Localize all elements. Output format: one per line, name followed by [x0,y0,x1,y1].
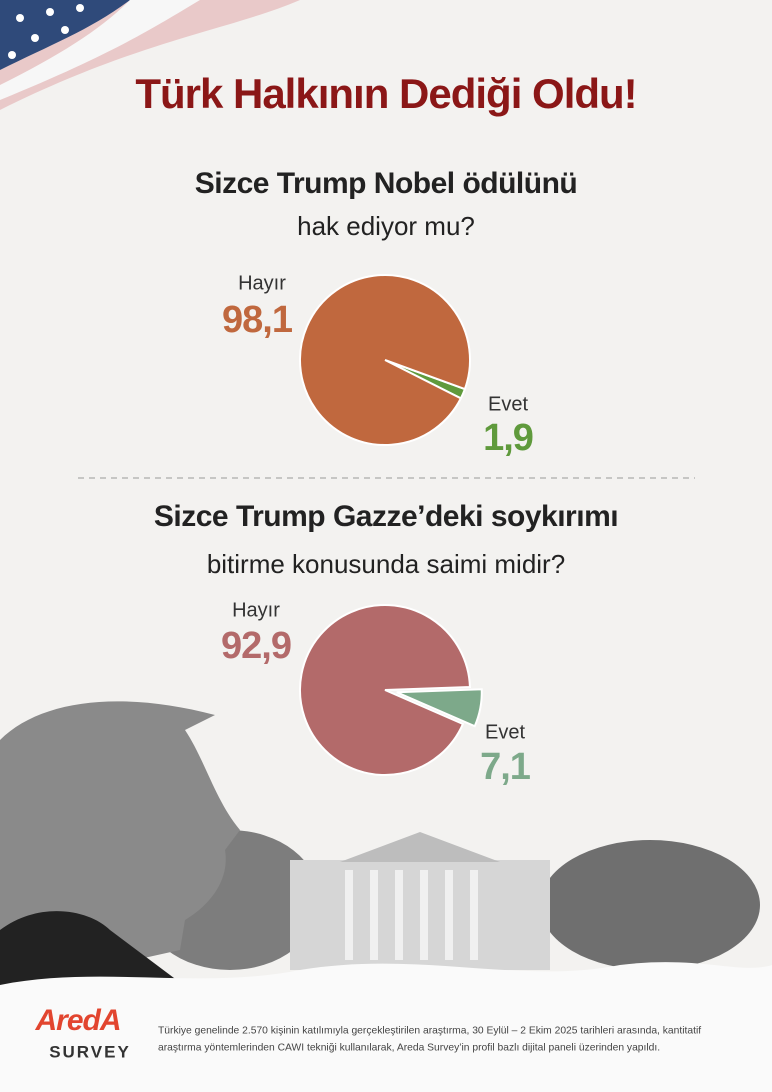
chart-subtitle: hak ediyor mu? [297,211,475,241]
chart-title: Sizce Trump Nobel ödülünü [195,167,578,200]
flag-corner [0,0,300,110]
value-label: 92,9 [221,625,291,667]
value-label: 98,1 [222,299,293,341]
pie-slice [396,688,483,728]
pie-slice [299,274,471,446]
footer-line: araştırma yöntemlerinden CAWI tekniği ku… [158,1043,660,1054]
logo-tagline: SURVEY [49,1042,131,1061]
logo-name: AredA [34,1004,120,1037]
chart-title: Sizce Trump Gazze’deki soykırımı [154,500,618,533]
value-label: 1,9 [483,417,533,459]
chart-subtitle: bitirme konusunda saimi midir? [207,549,565,579]
scenery [0,701,772,1092]
value-label: 7,1 [480,746,531,788]
category-label: Hayır [232,599,280,621]
category-label: Evet [488,393,528,415]
page-title: Türk Halkının Dediği Oldu! [135,70,636,117]
pie-slice [299,604,471,776]
category-label: Hayır [238,272,286,294]
footer-line: Türkiye genelinde 2.570 kişinin katılımı… [158,1026,701,1037]
logo: AredA SURVEY [34,1004,131,1062]
category-label: Evet [485,721,525,743]
